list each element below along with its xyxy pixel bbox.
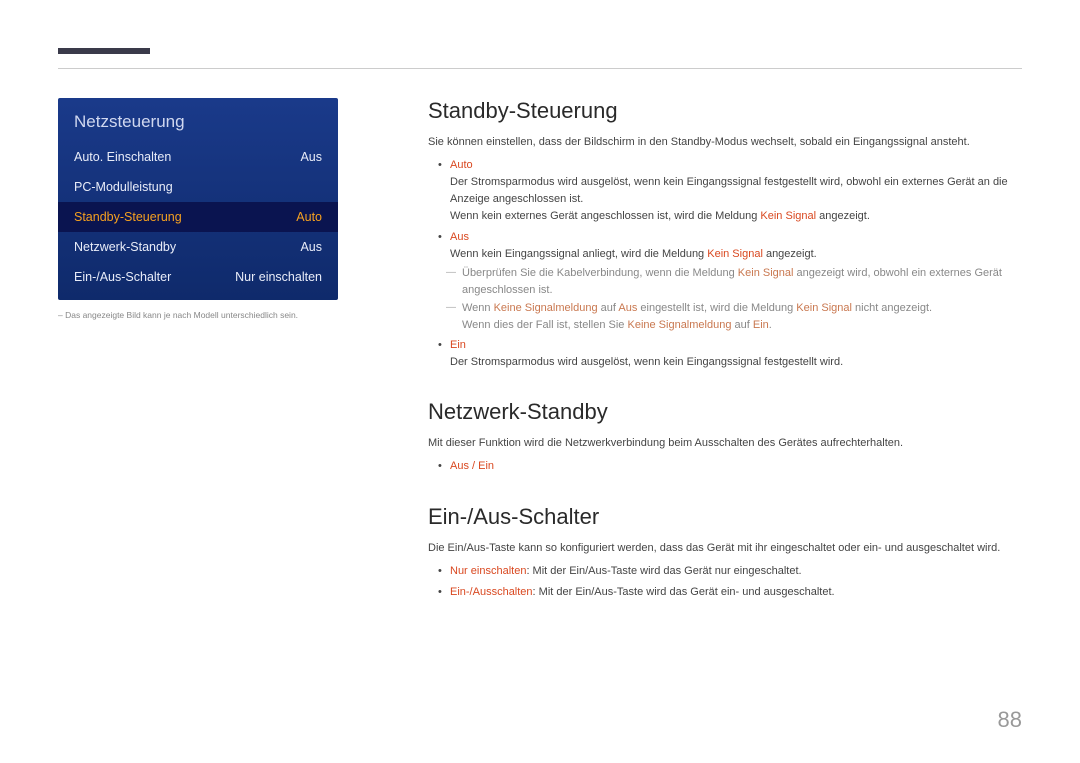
menu-item-label: Standby-Steuerung <box>74 210 182 224</box>
option-text: : Mit der Ein/Aus-Taste wird das Gerät e… <box>533 586 835 598</box>
keine-signalmeldung-label: Keine Signalmeldung <box>627 319 731 331</box>
bullet-head: Aus <box>450 231 469 243</box>
page-number: 88 <box>998 707 1022 733</box>
section-title: Ein-/Aus-Schalter <box>428 504 1022 530</box>
menu-title: Netzsteuerung <box>58 110 338 142</box>
bullet-list: Auto Der Stromsparmodus wird ausgelöst, … <box>428 157 1022 371</box>
bullet-nur-einschalten: Nur einschalten: Mit der Ein/Aus-Taste w… <box>450 563 1022 580</box>
menu-item-label: Auto. Einschalten <box>74 150 171 164</box>
menu-item-auto-einschalten[interactable]: Auto. Einschalten Aus <box>58 142 338 172</box>
bullet-text: Wenn kein externes Gerät angeschlossen i… <box>450 210 870 222</box>
menu-item-value: Aus <box>300 240 322 254</box>
section-title: Standby-Steuerung <box>428 98 1022 124</box>
menu-footnote: – Das angezeigte Bild kann je nach Model… <box>58 310 348 322</box>
menu-item-value: Auto <box>296 210 322 224</box>
sub-note: Überprüfen Sie die Kabelverbindung, wenn… <box>450 265 1022 298</box>
bullet-auto: Auto Der Stromsparmodus wird ausgelöst, … <box>450 157 1022 225</box>
bullet-aus: Aus Wenn kein Eingangssignal anliegt, wi… <box>450 229 1022 333</box>
section-schalter: Ein-/Aus-Schalter Die Ein/Aus-Taste kann… <box>428 504 1022 601</box>
header-divider <box>58 68 1022 69</box>
menu-item-label: Ein-/Aus-Schalter <box>74 270 171 284</box>
bullet-text: Der Stromsparmodus wird ausgelöst, wenn … <box>450 176 1008 205</box>
section-desc: Mit dieser Funktion wird die Netzwerkver… <box>428 435 1022 452</box>
bullet-head: Ein <box>450 339 466 351</box>
kein-signal-label: Kein Signal <box>760 210 816 222</box>
bullet-ein: Ein Der Stromsparmodus wird ausgelöst, w… <box>450 337 1022 371</box>
page-container: Netzsteuerung Auto. Einschalten Aus PC-M… <box>58 98 1022 629</box>
menu-item-value: Nur einschalten <box>235 270 322 284</box>
menu-item-netzwerk-standby[interactable]: Netzwerk-Standby Aus <box>58 232 338 262</box>
section-desc: Sie können einstellen, dass der Bildschi… <box>428 134 1022 151</box>
bullet-list: Aus / Ein <box>428 458 1022 475</box>
menu-item-ein-aus-schalter[interactable]: Ein-/Aus-Schalter Nur einschalten <box>58 262 338 292</box>
option-head: Ein-/Ausschalten <box>450 586 533 598</box>
menu-item-value: Aus <box>300 150 322 164</box>
keine-signalmeldung-label: Keine Signalmeldung <box>494 302 598 314</box>
option-text: : Mit der Ein/Aus-Taste wird das Gerät n… <box>526 565 801 577</box>
right-column: Standby-Steuerung Sie können einstellen,… <box>428 98 1022 629</box>
left-column: Netzsteuerung Auto. Einschalten Aus PC-M… <box>58 98 380 629</box>
section-standby: Standby-Steuerung Sie können einstellen,… <box>428 98 1022 371</box>
kein-signal-label: Kein Signal <box>796 302 852 314</box>
menu-item-pc-modulleistung[interactable]: PC-Modulleistung <box>58 172 338 202</box>
menu-item-label: Netzwerk-Standby <box>74 240 176 254</box>
menu-item-label: PC-Modulleistung <box>74 180 173 194</box>
header-accent-bar <box>58 48 150 54</box>
menu-panel: Netzsteuerung Auto. Einschalten Aus PC-M… <box>58 98 338 300</box>
section-title: Netzwerk-Standby <box>428 399 1022 425</box>
bullet-text: Der Stromsparmodus wird ausgelöst, wenn … <box>450 356 843 368</box>
option-head: Nur einschalten <box>450 565 526 577</box>
section-netzwerk: Netzwerk-Standby Mit dieser Funktion wir… <box>428 399 1022 475</box>
bullet-options: Aus / Ein <box>450 458 1022 475</box>
menu-item-standby-steuerung[interactable]: Standby-Steuerung Auto <box>58 202 338 232</box>
aus-label: Aus <box>618 302 637 314</box>
section-desc: Die Ein/Aus-Taste kann so konfiguriert w… <box>428 540 1022 557</box>
bullet-list: Nur einschalten: Mit der Ein/Aus-Taste w… <box>428 563 1022 601</box>
bullet-ein-ausschalten: Ein-/Ausschalten: Mit der Ein/Aus-Taste … <box>450 584 1022 601</box>
ein-label: Ein <box>753 319 769 331</box>
bullet-head: Auto <box>450 159 473 171</box>
options-text: Aus / Ein <box>450 460 494 472</box>
kein-signal-label: Kein Signal <box>738 267 794 279</box>
kein-signal-label: Kein Signal <box>707 248 763 260</box>
sub-note: Wenn Keine Signalmeldung auf Aus eingest… <box>450 300 1022 333</box>
bullet-text: Wenn kein Eingangssignal anliegt, wird d… <box>450 248 817 260</box>
